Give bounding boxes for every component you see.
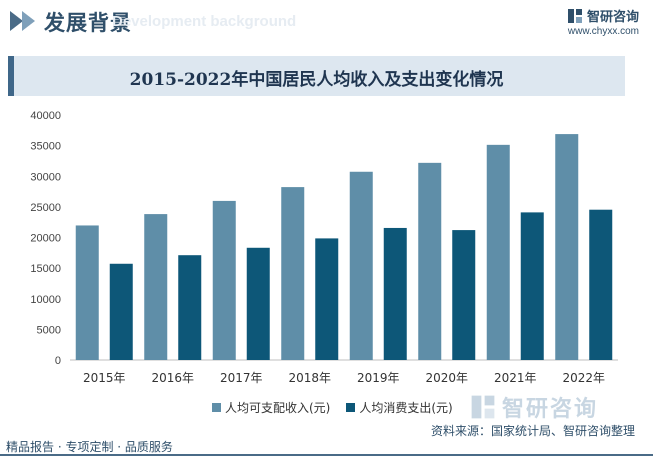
chevron-icon (22, 11, 35, 31)
source-note: 资料来源：国家统计局、智研咨询整理 (430, 424, 635, 438)
x-tick-label: 2022年 (562, 371, 605, 385)
income-bar (349, 171, 373, 360)
x-tick-label: 2020年 (425, 371, 468, 385)
legend-item-expense: 人均消费支出(元) (346, 399, 453, 416)
x-tick-label: 2016年 (151, 371, 194, 385)
expense-bar (109, 263, 133, 360)
chart-title-bar: 2015-2022年中国居民人均收入及支出变化情况 (8, 56, 625, 96)
y-tick-label: 0 (55, 355, 61, 367)
footer-bar (0, 454, 653, 456)
title-accent (8, 56, 14, 96)
watermark: 智研咨询 (470, 391, 598, 423)
y-tick-label: 10000 (30, 294, 61, 306)
header: 发展背景 Development background 智研咨询 www.chy… (0, 0, 653, 44)
chyxx-logo-icon (567, 8, 582, 23)
y-tick-label: 5000 (37, 324, 61, 336)
bar-chart: 0 5000 10000 15000 20000 25000 30000 35000 40000… (30, 110, 618, 385)
x-tick-label: 2018年 (288, 371, 331, 385)
section-title: 发展背景 (44, 11, 132, 35)
chart-title: 2015-2022年中国居民人均收入及支出变化情况 (129, 70, 504, 90)
watermark-logo-icon (471, 395, 495, 419)
expense-bar (589, 209, 613, 360)
brand: 智研咨询 www.chyxx.com (567, 6, 639, 37)
expense-bar (452, 230, 476, 360)
expense-bar (383, 227, 407, 360)
brand-name: 智研咨询 (586, 10, 639, 25)
legend: 人均可支配收入(元) 人均消费支出(元) (212, 399, 469, 416)
footer: 精品报告 · 专项定制 · 品质服务 (0, 436, 653, 456)
income-bar (418, 162, 442, 360)
x-tick-label: 2019年 (357, 371, 400, 385)
x-tick-label: 2015年 (83, 371, 126, 385)
y-tick-label: 35000 (30, 141, 61, 153)
y-tick-label: 15000 (30, 263, 61, 275)
expense-bar (246, 247, 270, 360)
expense-bar (315, 238, 339, 360)
expense-bar (178, 255, 202, 360)
x-tick-label: 2021年 (494, 371, 537, 385)
watermark-text: 智研咨询 (502, 397, 599, 422)
expense-bar (520, 212, 544, 360)
income-bar (144, 214, 168, 360)
y-tick-label: 40000 (30, 110, 61, 122)
income-bar (281, 187, 305, 360)
y-tick-label: 25000 (30, 202, 61, 214)
legend-label-expense: 人均消费支出(元) (359, 401, 453, 415)
y-tick-label: 20000 (30, 233, 61, 245)
x-tick-label: 2017年 (220, 371, 263, 385)
legend-label-income: 人均可支配收入(元) (225, 401, 331, 415)
chevron-icon (10, 11, 23, 31)
section-subtitle: Development background (112, 13, 297, 30)
income-bar (555, 134, 579, 360)
income-bar (75, 225, 99, 360)
brand-url: www.chyxx.com (567, 26, 639, 37)
legend-swatch-expense (346, 403, 356, 412)
legend-swatch-income (212, 403, 221, 412)
legend-item-income: 人均可支配收入(元) (212, 399, 330, 416)
footer-text: 精品报告 · 专项定制 · 品质服务 (6, 440, 173, 454)
income-bar (486, 144, 510, 360)
income-bar (212, 200, 236, 360)
y-tick-label: 30000 (30, 171, 61, 183)
